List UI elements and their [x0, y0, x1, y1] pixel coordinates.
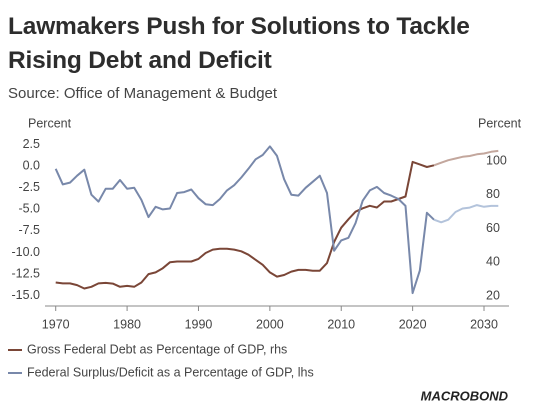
y2-tick-label: 20	[486, 288, 500, 302]
y-tick-label: -2.5	[18, 180, 40, 194]
y-tick-label: 2.5	[23, 137, 40, 151]
y2-tick-label: 100	[486, 153, 507, 167]
x-tick-label: 1980	[113, 317, 141, 331]
y2-tick-label: 60	[486, 221, 500, 235]
chart-subtitle: Source: Office of Management & Budget	[8, 85, 278, 102]
projection-line	[433, 149, 499, 167]
x-tick-label: 2010	[327, 317, 355, 331]
legend-label: Federal Surplus/Deficit as a Percentage …	[27, 365, 314, 379]
y2-axis-label: Percent	[478, 116, 522, 130]
x-tick-label: 1990	[185, 317, 213, 331]
chart-title: Lawmakers Push for Solutions to Tackle R…	[8, 13, 470, 74]
branding: MACROBOND	[421, 388, 509, 403]
x-tick-label: 2020	[399, 317, 427, 331]
x-tick-label: 1970	[42, 317, 70, 331]
projection-line	[433, 204, 499, 224]
y-tick-label: -5.0	[18, 202, 40, 216]
y-tick-label: -10.0	[12, 245, 41, 259]
y-tick-label: -7.5	[18, 223, 40, 237]
y2-tick-label: 80	[486, 187, 500, 201]
x-tick-label: 2000	[256, 317, 284, 331]
y-axis-label: Percent	[28, 116, 72, 130]
series-line	[55, 160, 435, 290]
y-tick-label: -15.0	[12, 288, 41, 302]
legend-label: Gross Federal Debt as Percentage of GDP,…	[27, 342, 287, 356]
y2-tick-label: 40	[486, 255, 500, 269]
series-line	[54, 145, 435, 295]
y-tick-label: 0.0	[23, 159, 40, 173]
y-tick-label: -12.5	[12, 266, 41, 280]
x-tick-label: 2030	[470, 317, 498, 331]
